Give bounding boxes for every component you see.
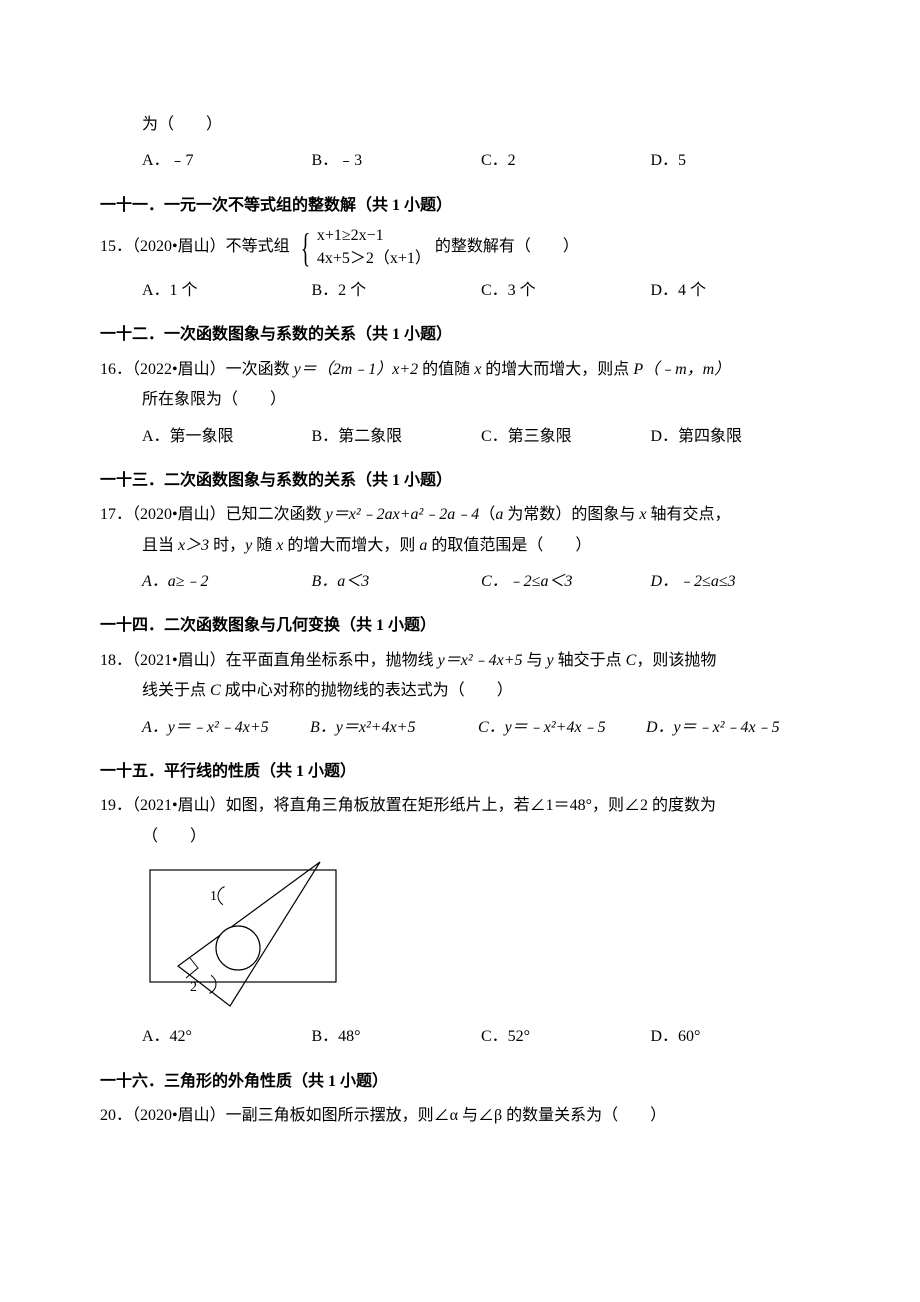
q19-opt-c[interactable]: C．52° xyxy=(481,1022,651,1052)
q18-l2a: 线关于点 xyxy=(142,682,210,699)
q15-lead: 15．（2020•眉山）不等式组 xyxy=(100,238,290,255)
q16-opt-a[interactable]: A．第一象限 xyxy=(142,422,312,452)
svg-text:1: 1 xyxy=(210,889,217,904)
section-11-title: 一十一．一元一次不等式组的整数解（共 1 小题） xyxy=(100,183,820,223)
q18-l2b: 成中心对称的抛物线的表达式为（ ） xyxy=(221,682,513,699)
q19-line2: （ ） xyxy=(100,822,820,852)
q17-opt-d[interactable]: D．﹣2≤a≤3 xyxy=(651,567,821,597)
q15-opt-c[interactable]: C．3 个 xyxy=(481,276,651,306)
q17-l2a: 且当 xyxy=(142,537,178,554)
q17-l1b: （ xyxy=(479,506,495,523)
q18-l1c: 轴交于点 xyxy=(554,652,626,669)
q16-eq: y＝（2m﹣1）x+2 xyxy=(294,361,419,378)
q19-opt-d[interactable]: D．60° xyxy=(651,1022,821,1052)
q16-options: A．第一象限 B．第二象限 C．第三象限 D．第四象限 xyxy=(100,416,820,458)
q18-opt-d[interactable]: D．y＝﹣x²﹣4x﹣5 xyxy=(646,713,814,743)
q15-opt-a[interactable]: A．1 个 xyxy=(142,276,312,306)
q17-line2: 且当 x＞3 时，y 随 x 的增大而增大，则 a 的取值范围是（ ） xyxy=(100,531,820,561)
section-12-title: 一十二．一次函数图象与系数的关系（共 1 小题） xyxy=(100,312,820,352)
q15-system: { x+1≥2x−1 4x+5＞2（x+1） xyxy=(294,225,431,270)
q17-opt-b[interactable]: B．a＜3 xyxy=(312,567,482,597)
q16-l1c: 的增大而增大，则点 xyxy=(481,361,633,378)
q16-pt: P（﹣m，m） xyxy=(633,361,730,378)
q18-options: A．y＝﹣x²﹣4x+5 B．y＝x²+4x+5 C．y＝﹣x²+4x﹣5 D．… xyxy=(100,707,820,749)
q18-opt-c[interactable]: C．y＝﹣x²+4x﹣5 xyxy=(478,713,646,743)
q15-stem: 15．（2020•眉山）不等式组 { x+1≥2x−1 4x+5＞2（x+1） … xyxy=(100,223,820,270)
q16-tail: 所在象限为（ ） xyxy=(100,385,820,415)
q14-opt-c[interactable]: C．2 xyxy=(481,146,651,176)
q18-c2: C xyxy=(210,682,221,699)
q14-options: A．﹣7 B．﹣3 C．2 D．5 xyxy=(100,140,820,182)
q18-eq: y＝x²﹣4x+5 xyxy=(438,652,523,669)
q18-l1: 18．（2021•眉山）在平面直角坐标系中，抛物线 xyxy=(100,652,438,669)
q16-opt-b[interactable]: B．第二象限 xyxy=(312,422,482,452)
q15-tail: 的整数解有（ ） xyxy=(435,238,579,255)
q17-options: A．a≥﹣2 B．a＜3 C．﹣2≤a＜3 D．﹣2≤a≤3 xyxy=(100,561,820,603)
q18-y: y xyxy=(547,652,554,669)
q18-c: C xyxy=(626,652,637,669)
q19-options: A．42° B．48° C．52° D．60° xyxy=(100,1016,820,1058)
q20-line1: 20．（2020•眉山）一副三角板如图所示摆放，则∠α 与∠β 的数量关系为（ … xyxy=(100,1099,820,1131)
q14-opt-a[interactable]: A．﹣7 xyxy=(142,146,312,176)
q18-l1b: 与 xyxy=(523,652,547,669)
q17-l1c: 为常数）的图象与 xyxy=(503,506,639,523)
q17-line1: 17．（2020•眉山）已知二次函数 y＝x²﹣2ax+a²﹣2a﹣4（a 为常… xyxy=(100,498,820,530)
q18-opt-b[interactable]: B．y＝x²+4x+5 xyxy=(310,713,478,743)
q19-line1: 19．（2021•眉山）如图，将直角三角板放置在矩形纸片上，若∠1＝48°，则∠… xyxy=(100,789,820,821)
q17-l2c: 随 xyxy=(252,537,276,554)
q15-options: A．1 个 B．2 个 C．3 个 D．4 个 xyxy=(100,270,820,312)
q17-opt-c[interactable]: C．﹣2≤a＜3 xyxy=(481,567,651,597)
q18-line1: 18．（2021•眉山）在平面直角坐标系中，抛物线 y＝x²﹣4x+5 与 y … xyxy=(100,644,820,676)
q17-opt-a[interactable]: A．a≥﹣2 xyxy=(142,567,312,597)
q17-l2b: 时， xyxy=(209,537,245,554)
q18-line2: 线关于点 C 成中心对称的抛物线的表达式为（ ） xyxy=(100,676,820,706)
q16-opt-c[interactable]: C．第三象限 xyxy=(481,422,651,452)
q17-cond: x＞3 xyxy=(178,537,209,554)
section-13-title: 一十三．二次函数图象与系数的关系（共 1 小题） xyxy=(100,458,820,498)
q17-l2d: 的增大而增大，则 xyxy=(283,537,419,554)
section-15-title: 一十五．平行线的性质（共 1 小题） xyxy=(100,749,820,789)
q19-opt-a[interactable]: A．42° xyxy=(142,1022,312,1052)
q16-opt-d[interactable]: D．第四象限 xyxy=(651,422,821,452)
q17-eq: y＝x²﹣2ax+a²﹣2a﹣4 xyxy=(326,506,480,523)
q17-l1: 17．（2020•眉山）已知二次函数 xyxy=(100,506,326,523)
q15-opt-d[interactable]: D．4 个 xyxy=(651,276,821,306)
svg-text:2: 2 xyxy=(190,980,197,995)
q16-l1a: 16．（2022•眉山）一次函数 xyxy=(100,361,294,378)
q14-tail: 为（ ） xyxy=(100,110,820,140)
q16-line1: 16．（2022•眉山）一次函数 y＝（2m﹣1）x+2 的值随 x 的增大而增… xyxy=(100,353,820,385)
section-16-title: 一十六．三角形的外角性质（共 1 小题） xyxy=(100,1059,820,1099)
q17-l2e: 的取值范围是（ ） xyxy=(427,537,591,554)
q15-row1: x+1≥2x−1 xyxy=(317,225,431,247)
q15-row2: 4x+5＞2（x+1） xyxy=(317,248,431,270)
q16-l1b: 的值随 xyxy=(418,361,474,378)
q18-l1d: ，则该抛物 xyxy=(636,652,716,669)
q18-opt-a[interactable]: A．y＝﹣x²﹣4x+5 xyxy=(142,713,310,743)
q17-l1d: 轴有交点， xyxy=(646,506,730,523)
q15-opt-b[interactable]: B．2 个 xyxy=(312,276,482,306)
q19-figure: 12 xyxy=(142,858,370,1010)
q19-opt-b[interactable]: B．48° xyxy=(312,1022,482,1052)
q14-opt-b[interactable]: B．﹣3 xyxy=(312,146,482,176)
q14-opt-d[interactable]: D．5 xyxy=(651,146,821,176)
section-14-title: 一十四．二次函数图象与几何变换（共 1 小题） xyxy=(100,603,820,643)
